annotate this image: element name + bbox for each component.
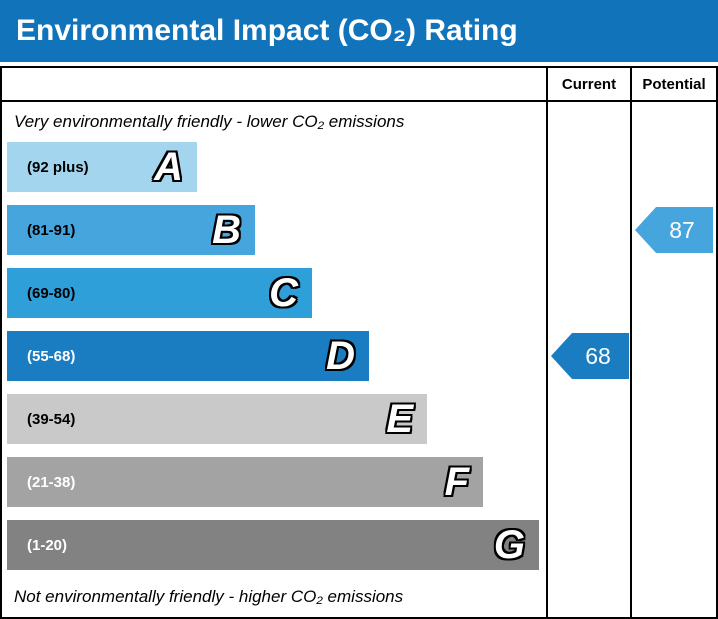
band-range-label: (21-38) xyxy=(27,473,76,491)
band-range-label: (81-91) xyxy=(27,221,76,239)
band-bar-f: (21-38) F xyxy=(7,457,483,507)
band-letter: E xyxy=(386,397,413,441)
band-range-label: (55-68) xyxy=(27,347,76,365)
band-letter: G xyxy=(493,523,525,567)
table-body: Very environmentally friendly - lower CO… xyxy=(2,102,716,617)
band-list: (92 plus) A (81-91) B (69-80) C (55-68) … xyxy=(2,142,546,583)
band-range-label: (39-54) xyxy=(27,410,76,428)
bottom-note: Not environmentally friendly - higher CO… xyxy=(14,587,404,606)
rating-table: Current Potential Very environmentally f… xyxy=(0,66,718,619)
potential-rating-arrow: 87 xyxy=(635,207,713,253)
potential-rating-value: 87 xyxy=(669,216,695,243)
bands-area: Very environmentally friendly - lower CO… xyxy=(2,102,546,617)
current-rating-arrow: 68 xyxy=(551,333,629,379)
band-bar-b: (81-91) B xyxy=(7,205,255,255)
band-bar-d: (55-68) D xyxy=(7,331,369,381)
current-rating-value: 68 xyxy=(585,342,611,369)
band-range-label: (1-20) xyxy=(27,536,68,554)
current-column: 68 xyxy=(546,102,630,617)
current-column-header: Current xyxy=(546,68,630,100)
band-bar-g: (1-20) G xyxy=(7,520,539,570)
top-note: Very environmentally friendly - lower CO… xyxy=(14,112,405,131)
band-range-label: (92 plus) xyxy=(27,158,89,176)
potential-column-header: Potential xyxy=(630,68,716,100)
band-bar-e: (39-54) E xyxy=(7,394,427,444)
band-letter: D xyxy=(326,334,355,378)
band-bar-c: (69-80) C xyxy=(7,268,312,318)
page-title: Environmental Impact (CO₂) Rating xyxy=(0,0,718,62)
table-header: Current Potential xyxy=(2,68,716,102)
band-letter: A xyxy=(154,145,183,189)
band-letter: F xyxy=(444,460,469,504)
bands-column-header xyxy=(2,68,546,100)
potential-column: 87 xyxy=(630,102,716,617)
band-letter: C xyxy=(269,271,298,315)
band-bar-a: (92 plus) A xyxy=(7,142,197,192)
band-range-label: (69-80) xyxy=(27,284,76,302)
band-letter: B xyxy=(212,208,241,252)
